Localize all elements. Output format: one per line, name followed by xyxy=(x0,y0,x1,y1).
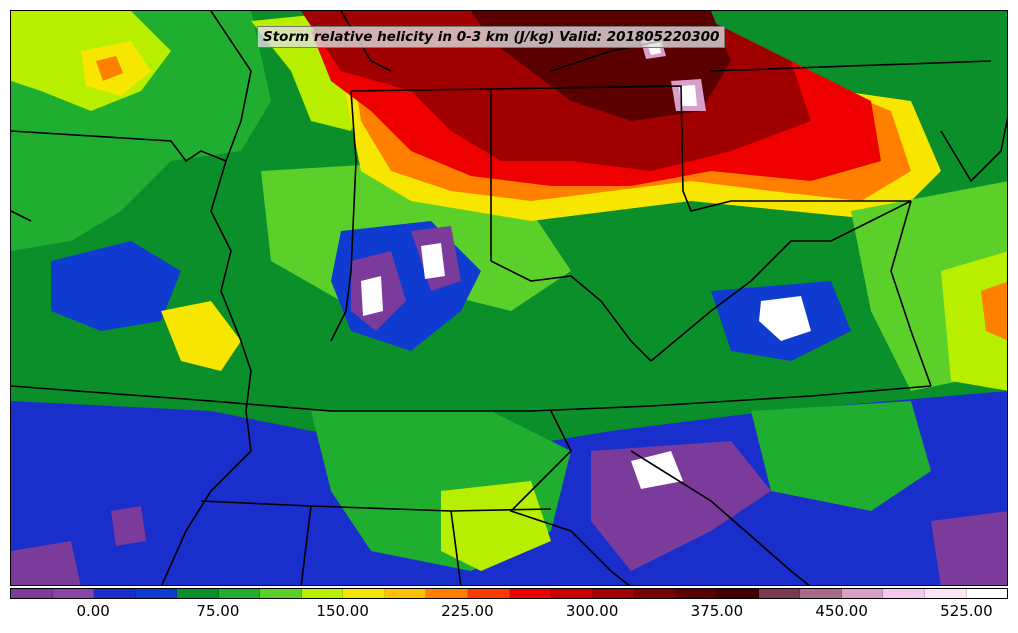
colorbar-swatch xyxy=(592,589,635,598)
colorbar-tick-label: 525.00 xyxy=(940,602,993,620)
map-title: Storm relative helicity in 0-3 km (J/kg)… xyxy=(257,26,726,48)
field-purple-southeast xyxy=(591,441,1007,585)
colorbar-tick-label: 375.00 xyxy=(690,602,744,620)
field-yellowgreen-south xyxy=(441,481,551,571)
colorbar-swatch xyxy=(800,589,842,598)
boundary-line xyxy=(710,60,992,72)
colorbar-swatch xyxy=(509,589,552,598)
map-panel: Storm relative helicity in 0-3 km (J/kg)… xyxy=(10,10,1008,586)
field-yellowgreen-east xyxy=(941,251,1007,391)
colorbar-tick-labels: 0.00 75.00 150.00 225.00 300.00 375.00 450.00 5… xyxy=(10,602,1008,626)
colorbar-swatch xyxy=(384,589,427,598)
boundary-line xyxy=(300,505,312,585)
colorbar-swatch xyxy=(966,589,1008,598)
colorbar-tick-label: 75.00 xyxy=(196,602,240,620)
boundary-line xyxy=(940,116,1007,183)
field-white-southeast xyxy=(631,451,683,489)
colorbar-swatch xyxy=(758,589,801,598)
field-blue-west xyxy=(51,241,181,331)
colorbar-swatch xyxy=(551,589,593,598)
colorbar-tick-label: 450.00 xyxy=(815,602,868,620)
colorbar-swatch xyxy=(426,589,469,598)
boundary-line xyxy=(11,385,932,412)
boundary-line xyxy=(450,510,462,585)
field-white-patches-north xyxy=(647,43,697,106)
boundary-line xyxy=(490,260,652,362)
boundary-line xyxy=(200,500,552,512)
field-white-east xyxy=(759,296,811,341)
colorbar-swatch xyxy=(717,589,759,598)
colorbar-swatch xyxy=(260,589,302,598)
boundary-line xyxy=(630,450,810,585)
boundary-line xyxy=(490,85,911,212)
boundary-line xyxy=(210,11,252,162)
colorbar-tick-label: 300.00 xyxy=(565,602,619,620)
colorbar-tick-label: 225.00 xyxy=(441,602,494,620)
colorbar-swatch xyxy=(135,589,178,598)
field-orange-nw xyxy=(96,56,123,81)
field-orange-east xyxy=(981,281,1007,341)
boundary-line xyxy=(890,200,932,387)
helicity-map xyxy=(11,11,1007,585)
boundary-line xyxy=(650,200,912,362)
colorbar-swatch xyxy=(301,589,344,598)
colorbar xyxy=(10,588,1008,599)
colorbar-swatch xyxy=(841,589,884,598)
colorbar-swatch xyxy=(634,589,676,598)
colorbar-swatch xyxy=(218,589,261,598)
field-purple-sw xyxy=(11,506,146,585)
field-white-central xyxy=(361,243,445,316)
colorbar-swatch xyxy=(11,589,53,598)
boundary-line xyxy=(330,90,357,342)
boundary-line xyxy=(509,410,630,585)
boundary-line xyxy=(11,210,32,222)
field-green-southeast xyxy=(751,401,931,511)
state-boundaries xyxy=(11,11,1007,585)
colorbar-swatch xyxy=(52,589,95,598)
colorbar-swatch xyxy=(94,589,136,598)
colorbar-tick-label: 150.00 xyxy=(316,602,369,620)
field-yellow-west xyxy=(161,301,241,371)
colorbar-swatch xyxy=(883,589,926,598)
colorbar-swatch xyxy=(468,589,510,598)
colorbar-swatch xyxy=(177,589,219,598)
colorbar-swatch xyxy=(925,589,967,598)
colorbar-tick-label: 0.00 xyxy=(76,602,110,620)
boundary-line xyxy=(11,130,227,163)
colorbar-swatch xyxy=(343,589,385,598)
boundary-line xyxy=(161,450,252,585)
colorbar-swatch xyxy=(675,589,718,598)
